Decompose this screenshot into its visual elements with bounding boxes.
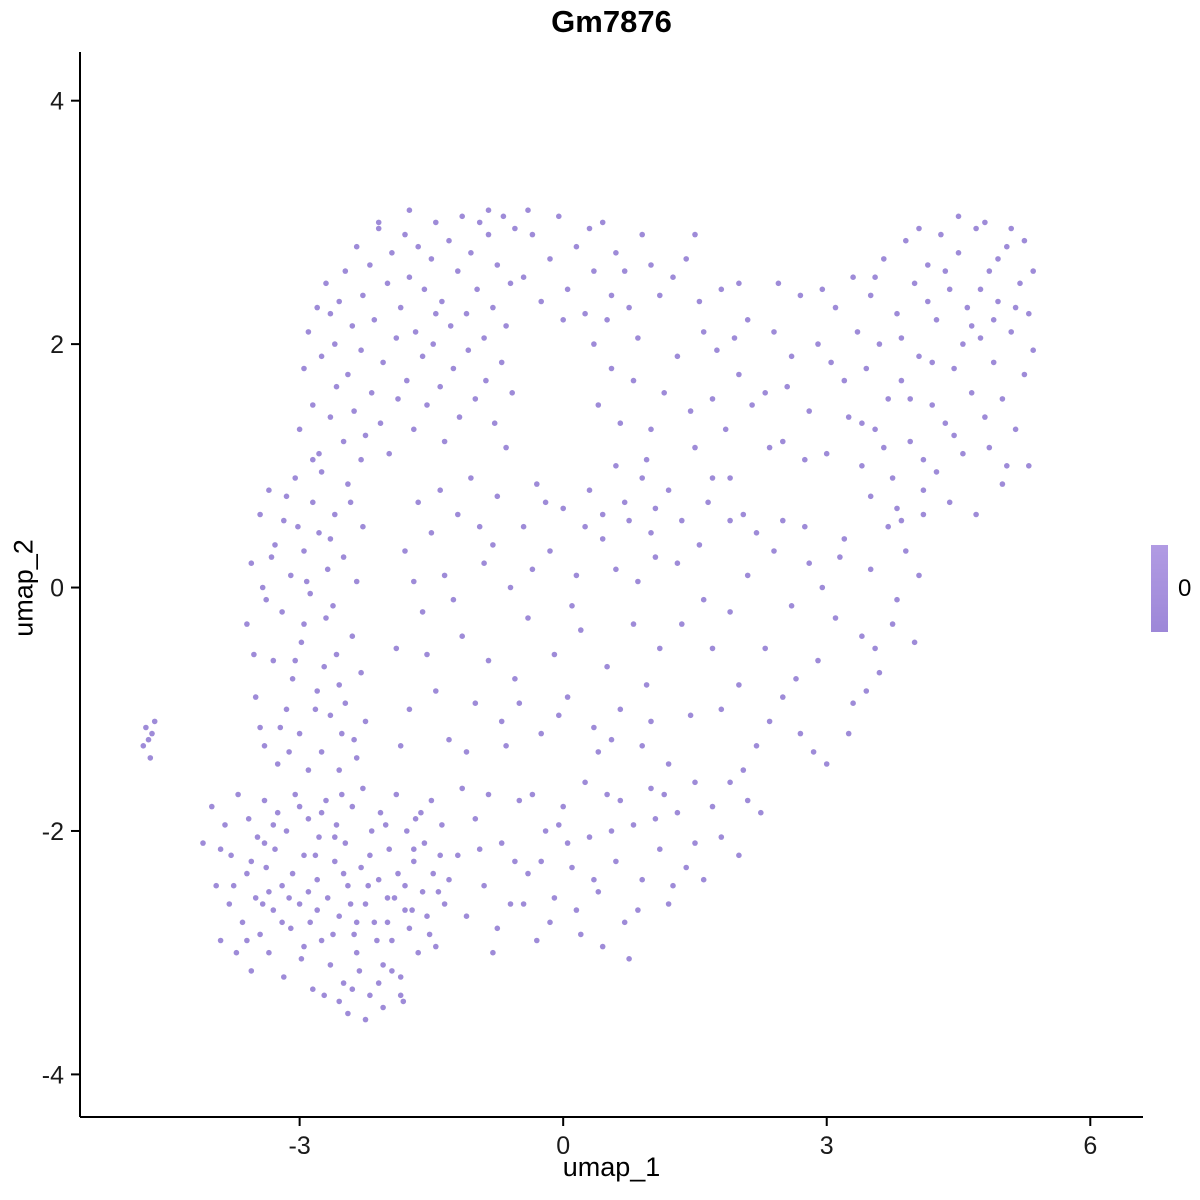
svg-text:-3: -3: [289, 1132, 311, 1160]
svg-text:4: 4: [50, 88, 64, 116]
legend-label: 0: [1178, 574, 1192, 602]
x-axis-label: umap_1: [562, 1152, 661, 1182]
svg-text:6: 6: [1083, 1132, 1097, 1160]
legend-colorbar: [1151, 545, 1168, 632]
svg-text:0: 0: [50, 575, 64, 603]
svg-text:0: 0: [556, 1132, 570, 1160]
svg-text:-2: -2: [42, 818, 64, 846]
plot-title: Gm7876: [551, 4, 672, 39]
svg-text:2: 2: [50, 331, 64, 359]
svg-text:3: 3: [820, 1132, 834, 1160]
legend: 0: [1151, 545, 1191, 632]
svg-text:-4: -4: [42, 1061, 64, 1089]
